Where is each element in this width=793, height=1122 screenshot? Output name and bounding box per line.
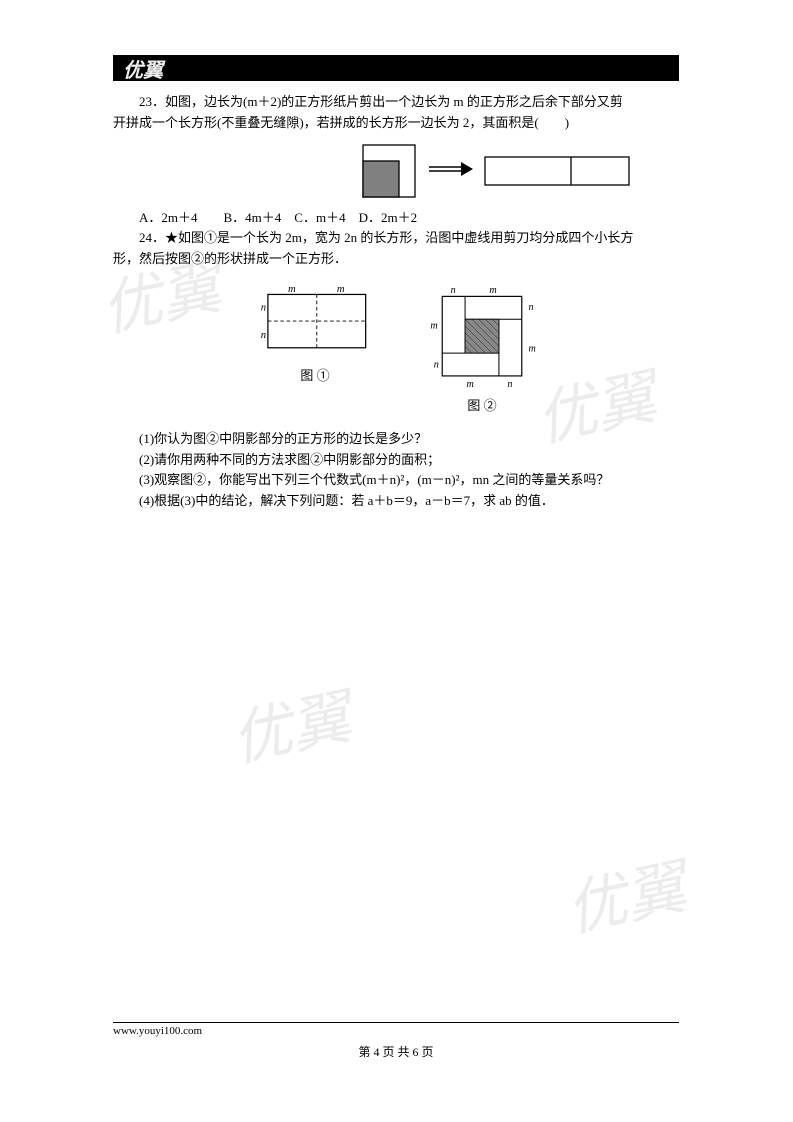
q23-number: 23．	[139, 94, 165, 109]
q24-fig1-col: m m n n 图 ①	[250, 282, 380, 417]
q24-line1: 24．★如图①是一个长为 2m，宽为 2n 的长方形，沿图中虚线用剪刀均分成四个…	[113, 228, 679, 249]
q24-fig2-col: n m n m n m n m 图 ②	[422, 282, 542, 417]
footer: www.youyi100.com 第 4 页 共 6 页	[113, 1022, 679, 1060]
q24-fig2-svg: n m n m n m n m	[422, 282, 542, 392]
q24-star: ★	[165, 230, 178, 245]
header-bar: 优翼	[113, 55, 679, 81]
svg-text:n: n	[507, 379, 512, 390]
svg-text:n: n	[261, 302, 266, 313]
q24-sub2: (2)请你用两种不同的方法求图②中阴影部分的面积；	[113, 450, 679, 471]
header-logo: 优翼	[123, 54, 163, 83]
svg-text:m: m	[489, 285, 496, 296]
svg-text:n: n	[434, 359, 439, 370]
q24-number: 24．	[139, 230, 165, 245]
svg-text:m: m	[430, 321, 437, 332]
svg-text:n: n	[261, 330, 266, 341]
footer-page: 第 4 页 共 6 页	[113, 1043, 679, 1060]
svg-text:m: m	[288, 284, 296, 295]
q23-line1: 23．如图，边长为(m＋2)的正方形纸片剪出一个边长为 m 的正方形之后余下部分…	[113, 92, 679, 113]
q23-figure	[113, 142, 679, 200]
q24-fig2-label: 图 ②	[467, 396, 496, 417]
q24-sub1: (1)你认为图②中阴影部分的正方形的边长是多少？	[113, 429, 679, 450]
watermark-3: 优翼	[222, 668, 357, 778]
q23-options: A．2m＋4 B．4m＋4 C．m＋4 D．2m＋2	[113, 208, 679, 229]
q23-line2: 开拼成一个长方形(不重叠无缝隙)，若拼成的长方形一边长为 2，其面积是( )	[113, 113, 679, 134]
footer-url: www.youyi100.com	[113, 1022, 679, 1037]
svg-text:m: m	[529, 343, 536, 354]
q23-text1: 如图，边长为(m＋2)的正方形纸片剪出一个边长为 m 的正方形之后余下部分又剪	[165, 94, 623, 109]
q24-sub4: (4)根据(3)中的结论，解决下列问题：若 a＋b＝9，a－b＝7，求 ab 的…	[113, 491, 679, 512]
svg-text:m: m	[466, 379, 473, 390]
q24-fig1-svg: m m n n	[250, 282, 380, 362]
q24-fig1-label: 图 ①	[300, 366, 329, 387]
q23-svg	[361, 142, 641, 200]
q24-sub3: (3)观察图②，你能写出下列三个代数式(m＋n)²，(m－n)²，mn 之间的等…	[113, 470, 679, 491]
svg-text:n: n	[529, 302, 534, 313]
svg-text:m: m	[337, 284, 345, 295]
svg-text:n: n	[451, 285, 456, 296]
watermark-4: 优翼	[557, 838, 692, 948]
q24-line2: 形，然后按图②的形状拼成一个正方形．	[113, 249, 679, 270]
q24-text1: 如图①是一个长为 2m，宽为 2n 的长方形，沿图中虚线用剪刀均分成四个小长方	[178, 230, 633, 245]
content-area: 23．如图，边长为(m＋2)的正方形纸片剪出一个边长为 m 的正方形之后余下部分…	[113, 92, 679, 512]
q24-figures: m m n n 图 ①	[113, 282, 679, 417]
